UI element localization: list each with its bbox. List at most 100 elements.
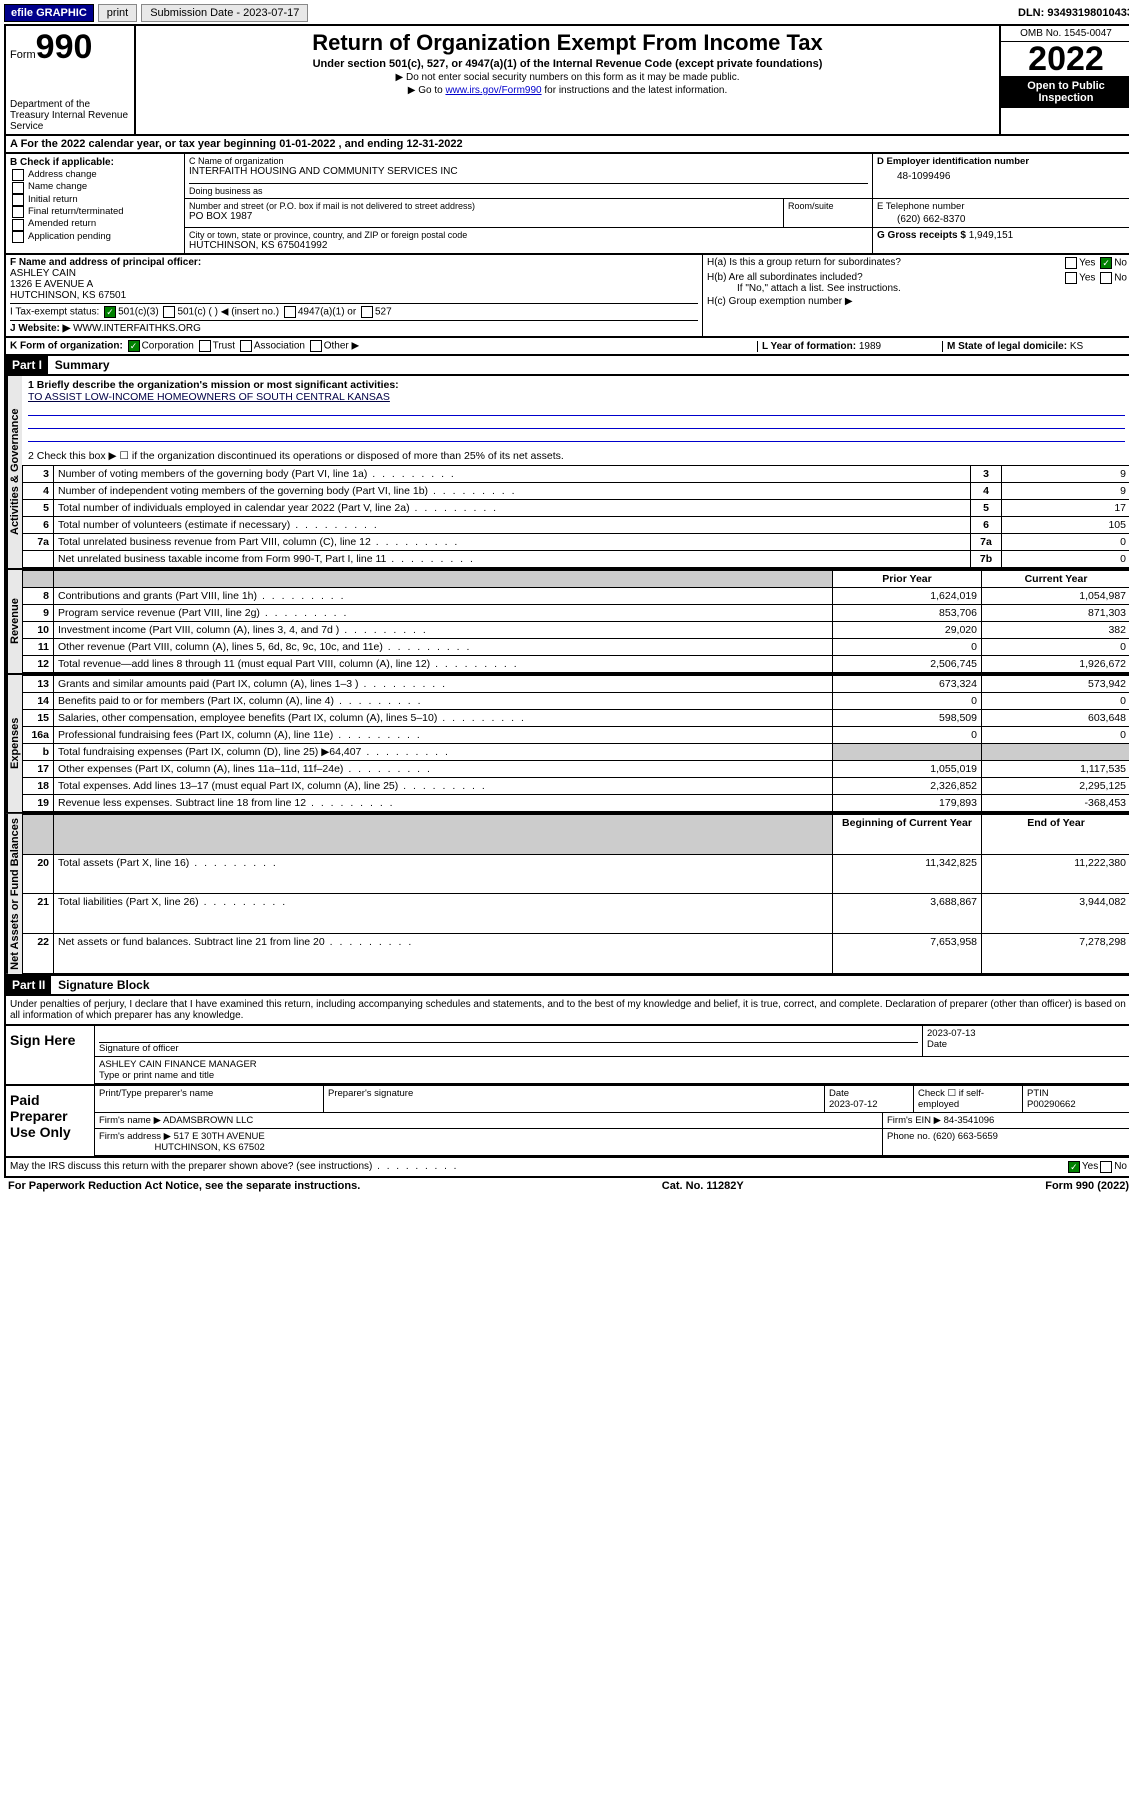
gross-receipts-value: 1,949,151 bbox=[969, 230, 1014, 241]
mission-label: 1 Briefly describe the organization's mi… bbox=[28, 379, 1125, 391]
submission-date-button[interactable]: Submission Date - 2023-07-17 bbox=[141, 4, 308, 22]
officer-label: F Name and address of principal officer: bbox=[10, 257, 698, 268]
room-label: Room/suite bbox=[788, 201, 868, 211]
website-value: WWW.INTERFAITHKS.ORG bbox=[73, 323, 201, 334]
form-subtitle: Under section 501(c), 527, or 4947(a)(1)… bbox=[142, 58, 993, 70]
sign-here-label: Sign Here bbox=[6, 1026, 95, 1084]
tax-year: 2022 bbox=[1001, 42, 1129, 76]
expenses-table: 13Grants and similar amounts paid (Part … bbox=[22, 675, 1129, 812]
part-1-title: Summary bbox=[51, 356, 114, 374]
checkbox-4947[interactable] bbox=[284, 306, 296, 318]
sig-type-name-label: Type or print name and title bbox=[99, 1070, 1127, 1081]
prep-name-label: Print/Type preparer's name bbox=[95, 1086, 323, 1113]
top-bar: efile GRAPHIC print Submission Date - 20… bbox=[4, 4, 1129, 26]
checkbox-hb-yes[interactable] bbox=[1065, 272, 1077, 284]
vlabel-governance: Activities & Governance bbox=[6, 376, 22, 568]
checkbox-final-return[interactable] bbox=[12, 206, 24, 218]
page-footer: For Paperwork Reduction Act Notice, see … bbox=[4, 1178, 1129, 1194]
vlabel-expenses: Expenses bbox=[6, 675, 22, 812]
street-value: PO BOX 1987 bbox=[189, 211, 779, 222]
checkbox-501c[interactable] bbox=[163, 306, 175, 318]
dept-text: Department of the Treasury Internal Reve… bbox=[10, 99, 130, 132]
org-name: INTERFAITH HOUSING AND COMMUNITY SERVICE… bbox=[189, 166, 868, 177]
footer-right: Form 990 (2022) bbox=[1045, 1180, 1129, 1192]
checkbox-527[interactable] bbox=[361, 306, 373, 318]
box-b-title: B Check if applicable: bbox=[10, 156, 180, 169]
checkbox-association[interactable] bbox=[240, 340, 252, 352]
domicile-value: KS bbox=[1070, 341, 1083, 352]
ein-label: D Employer identification number bbox=[877, 156, 1127, 167]
part-2-title: Signature Block bbox=[54, 976, 153, 994]
checkbox-address-change[interactable] bbox=[12, 169, 24, 181]
h-b-row: H(b) Are all subordinates included? Yes … bbox=[707, 272, 1127, 283]
officer-addr2: HUTCHINSON, KS 67501 bbox=[10, 290, 698, 301]
checkbox-corporation[interactable]: ✓ bbox=[128, 340, 140, 352]
city-label: City or town, state or province, country… bbox=[189, 230, 868, 240]
checkbox-initial-return[interactable] bbox=[12, 194, 24, 206]
checkbox-hb-no[interactable] bbox=[1100, 272, 1112, 284]
firm-name: ADAMSBROWN LLC bbox=[163, 1115, 253, 1126]
checkbox-name-change[interactable] bbox=[12, 182, 24, 194]
tax-status-label: I Tax-exempt status: bbox=[10, 307, 99, 318]
domicile-label: M State of legal domicile: bbox=[947, 341, 1067, 352]
vlabel-revenue: Revenue bbox=[6, 570, 22, 673]
form-title: Return of Organization Exempt From Incom… bbox=[142, 30, 993, 56]
ptin-value: P00290662 bbox=[1027, 1099, 1076, 1110]
h-c-row: H(c) Group exemption number ▶ bbox=[707, 296, 1127, 307]
self-employed-label: Check ☐ if self-employed bbox=[913, 1086, 1022, 1113]
checkbox-amended[interactable] bbox=[12, 219, 24, 231]
checkbox-501c3[interactable]: ✓ bbox=[104, 306, 116, 318]
line-2: 2 Check this box ▶ ☐ if the organization… bbox=[28, 450, 1125, 462]
form-number: Form990 bbox=[10, 28, 130, 67]
gross-receipts-label: G Gross receipts $ bbox=[877, 230, 966, 241]
sig-officer-name: ASHLEY CAIN FINANCE MANAGER bbox=[99, 1059, 1127, 1070]
form-org-label: K Form of organization: bbox=[10, 341, 123, 352]
box-b: B Check if applicable: Address change Na… bbox=[6, 154, 185, 253]
firm-addr2: HUTCHINSON, KS 67502 bbox=[154, 1142, 264, 1153]
ein-value: 48-1099496 bbox=[877, 171, 1127, 182]
form-note-2: ▶ Go to www.irs.gov/Form990 for instruct… bbox=[142, 85, 993, 96]
dba-label: Doing business as bbox=[189, 183, 868, 196]
revenue-table: Prior YearCurrent Year8Contributions and… bbox=[22, 570, 1129, 673]
inspection-badge: Open to Public Inspection bbox=[1001, 76, 1129, 108]
checkbox-ha-yes[interactable] bbox=[1065, 257, 1077, 269]
officer-name: ASHLEY CAIN bbox=[10, 268, 698, 279]
prep-date-value: 2023-07-12 bbox=[829, 1099, 878, 1110]
phone-label: E Telephone number bbox=[877, 201, 1127, 212]
sig-date-value: 2023-07-13 bbox=[927, 1028, 1127, 1039]
year-formation-value: 1989 bbox=[859, 341, 881, 352]
irs-form-link[interactable]: www.irs.gov/Form990 bbox=[445, 85, 541, 96]
officer-addr1: 1326 E AVENUE A bbox=[10, 279, 698, 290]
print-button[interactable]: print bbox=[98, 4, 137, 22]
governance-table: 3Number of voting members of the governi… bbox=[22, 465, 1129, 568]
checkbox-pending[interactable] bbox=[12, 231, 24, 243]
vlabel-netassets: Net Assets or Fund Balances bbox=[6, 814, 22, 974]
website-label: J Website: ▶ bbox=[10, 323, 70, 334]
mission-text: TO ASSIST LOW-INCOME HOMEOWNERS OF SOUTH… bbox=[28, 391, 1125, 403]
form-number-big: 990 bbox=[36, 28, 93, 66]
street-label: Number and street (or P.O. box if mail i… bbox=[189, 201, 779, 211]
paid-preparer-label: Paid Preparer Use Only bbox=[6, 1086, 95, 1156]
sig-officer-label: Signature of officer bbox=[99, 1043, 918, 1054]
form-note-1: ▶ Do not enter social security numbers o… bbox=[142, 72, 993, 83]
year-formation-label: L Year of formation: bbox=[762, 341, 856, 352]
checkbox-discuss-yes[interactable]: ✓ bbox=[1068, 1161, 1080, 1173]
firm-addr: 517 E 30TH AVENUE bbox=[174, 1131, 265, 1142]
checkbox-ha-no[interactable]: ✓ bbox=[1100, 257, 1112, 269]
klm-block: K Form of organization: ✓Corporation Tru… bbox=[4, 338, 1129, 356]
checkbox-discuss-no[interactable] bbox=[1100, 1161, 1112, 1173]
city-value: HUTCHINSON, KS 675041992 bbox=[189, 240, 868, 251]
identity-block: B Check if applicable: Address change Na… bbox=[4, 154, 1129, 255]
row-a: A For the 2022 calendar year, or tax yea… bbox=[4, 136, 1129, 154]
efile-badge: efile GRAPHIC bbox=[4, 4, 94, 22]
checkbox-other[interactable] bbox=[310, 340, 322, 352]
checkbox-trust[interactable] bbox=[199, 340, 211, 352]
netassets-table: Beginning of Current YearEnd of Year20To… bbox=[22, 814, 1129, 974]
org-name-label: C Name of organization bbox=[189, 156, 868, 166]
h-b-note: If "No," attach a list. See instructions… bbox=[707, 283, 1127, 294]
phone-value: (620) 662-8370 bbox=[877, 214, 1127, 225]
part-2-label: Part II bbox=[6, 976, 51, 994]
prep-sig-label: Preparer's signature bbox=[323, 1086, 824, 1113]
form-prefix: Form bbox=[10, 49, 36, 61]
officer-block: F Name and address of principal officer:… bbox=[4, 255, 1129, 338]
